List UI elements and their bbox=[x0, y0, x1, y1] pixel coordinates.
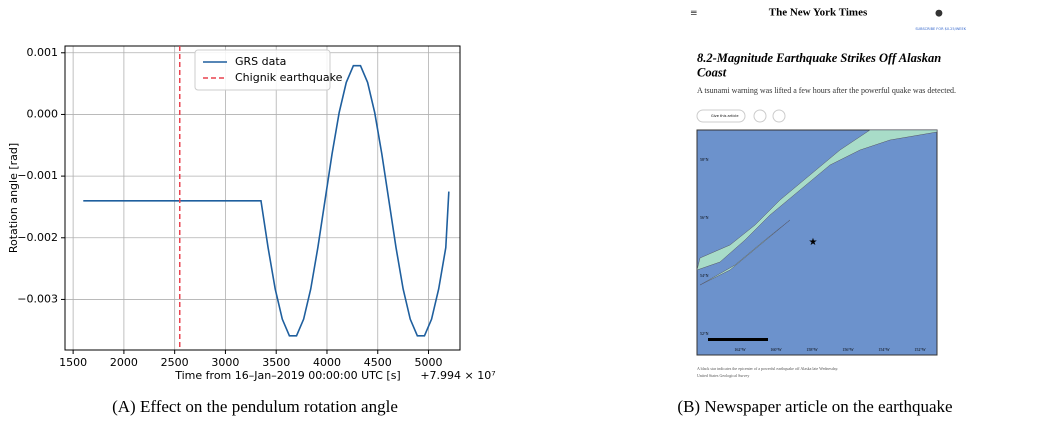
x-tick-label: 5000 bbox=[415, 356, 443, 369]
scale-bar bbox=[708, 338, 768, 341]
data-line bbox=[83, 66, 449, 336]
newspaper: ≡ The New York Times ● SUBSCRIBE FOR $0.… bbox=[676, 0, 967, 386]
x-tick-label: 2500 bbox=[161, 356, 189, 369]
x-tick-label: 1500 bbox=[59, 356, 87, 369]
x-tick-label: 2000 bbox=[110, 356, 138, 369]
x-tick-label: 3500 bbox=[262, 356, 290, 369]
y-axis-label: Rotation angle [rad] bbox=[7, 143, 20, 253]
text-line: A tsunami warning was lifted a few hours… bbox=[697, 86, 956, 95]
y-tick-label: 0.001 bbox=[27, 46, 59, 59]
summary: A tsunami warning was lifted a few hours… bbox=[697, 86, 956, 95]
caption-a: (A) Effect on the pendulum rotation angl… bbox=[112, 397, 398, 416]
legend-label: Chignik earthquake bbox=[235, 71, 343, 84]
map-lon-label: 156°W bbox=[842, 347, 854, 352]
map-credit: United States Geological Survey bbox=[697, 373, 749, 378]
x-tick-label: 4500 bbox=[364, 356, 392, 369]
y-tick-label: −0.002 bbox=[17, 231, 58, 244]
legend-label: GRS data bbox=[235, 55, 286, 68]
y-tick-label: −0.001 bbox=[17, 169, 58, 182]
map-lon-label: 160°W bbox=[770, 347, 782, 352]
figure: (A) Effect on the pendulum rotation angl… bbox=[0, 0, 1040, 432]
x-axis-label: Time from 16–Jan–2019 00:00:00 UTC [s] bbox=[174, 369, 400, 382]
caption-b: (B) Newspaper article on the earthquake bbox=[677, 397, 952, 416]
map-lon-label: 154°W bbox=[878, 347, 890, 352]
map-lon-label: 158°W bbox=[806, 347, 818, 352]
map-lat-label: 52°N bbox=[700, 331, 709, 336]
epicenter-star: ★ bbox=[809, 237, 818, 248]
account-icon: ● bbox=[935, 9, 943, 19]
x-tick-label: 3000 bbox=[211, 356, 239, 369]
y-tick-label: −0.003 bbox=[17, 292, 58, 305]
map-lat-label: 58°N bbox=[700, 157, 709, 162]
x-offset-label: +7.994 × 10⁷ bbox=[420, 369, 495, 382]
map-caption: A black star indicates the epicenter of … bbox=[697, 366, 838, 371]
x-tick-label: 4000 bbox=[313, 356, 341, 369]
map-lon-label: 162°W bbox=[734, 347, 746, 352]
masthead: The New York Times bbox=[769, 7, 868, 19]
map-lat-label: 54°N bbox=[700, 273, 709, 278]
map-lat-label: 56°N bbox=[700, 215, 709, 220]
text-line: 8.2-Magnitude Earthquake Strikes Off Ala… bbox=[697, 51, 941, 65]
text-line: Coast bbox=[697, 65, 727, 79]
share-text[interactable]: Give this article bbox=[711, 114, 739, 118]
menu-icon: ≡ bbox=[690, 9, 698, 19]
map-lon-label: 152°W bbox=[914, 347, 926, 352]
y-tick-label: 0.000 bbox=[27, 107, 59, 120]
subscribe[interactable]: SUBSCRIBE FOR $0.25/WEEK bbox=[915, 27, 966, 31]
